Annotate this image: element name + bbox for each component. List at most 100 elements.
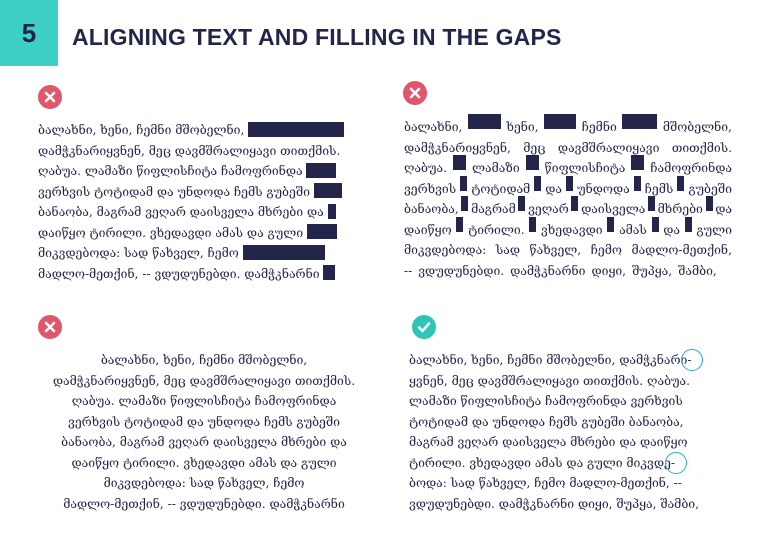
gap-block [647,196,655,211]
gap-block [248,121,345,137]
word: ვდუდუნებდი. [418,263,505,278]
text-line: ბანაობა, მაგრამ ვეღარ დაისველა მხრები და [404,196,732,220]
word: მეც [523,140,546,155]
text-line: ბალახნი, ხენი, ჩემნი მშობელნი, [38,120,360,141]
x-circle-icon [403,81,427,105]
gap-block [677,175,685,191]
word: წიფლისჩიტა [544,161,626,175]
word: ტირილი. [468,222,525,237]
section-number: 5 [21,17,37,48]
x-circle-icon [38,315,62,339]
justified-paragraph: ბალახნი, ხენი, ჩემნი მშობელნი, დამჭკნარიყვნე… [404,114,732,282]
text-line: დამჭკნარიყვნენ, მეც დავმშრალიყავი თითქმი… [52,373,356,388]
gap-block [327,203,336,219]
text-line: დამჭკნარიყვნენ, მეც დავმშრალიყავი თითქმი… [38,143,341,158]
check-circle-icon [412,315,436,339]
text-line: მაგრამ ვეღარ დაისველა მხრები და დაიწყო [409,435,688,449]
gap-block [566,175,574,191]
section-number-badge: 5 [0,0,58,66]
gap-block [544,114,577,129]
text-line: ბოდა: სად წახველ, ჩემო მადლო-მეთქინ, -- [409,476,682,490]
word: დაიწყო [404,222,452,237]
text-line: ტირილი. ვხედავდი ამას და გული მიკვდე- [409,451,739,474]
text-line: ყვნენ, მეც დავმშრალიყავი თითქმის. ღაბუა. [409,373,691,388]
word: დიყი, [591,263,627,278]
gap-block [306,162,337,178]
word: უნდოდა [577,181,630,196]
gap-block [313,183,342,198]
word: თითქმის. [671,140,732,155]
gap-block [518,196,526,211]
word: შამბი, [678,263,717,278]
word: მხრები [657,202,703,216]
gap-block [461,196,469,211]
text-line: ლამაზი წიფლისჩიტა ჩამოფრინდა ვერხვის [409,394,683,408]
text-line: ვდუდუნებდი. დამჭკნარნი დიყი, შუპყა, შამბ… [409,496,699,511]
gap-block [633,175,641,191]
text-line: ტოტიდამ და უნდოდა ჩემს გუბეში ბანაობა, [409,414,684,429]
centered-paragraph: ბალახნი, ხენი, ჩემნი მშობელნი, დამჭკნარი… [26,350,382,514]
text-line: მადლო-მეთქინ, -- ვდუდუნებდი. დამჭკნარნი [63,496,345,511]
text-line: დამჭკნარიყვნენ, მეც დავმშრალიყავი თითქმის. [404,138,732,159]
text-line: მიკვდებოდა: სად წახველ, ჩემო მადლო-მეთქინ, [404,240,732,261]
word: ბანაობა, [404,202,459,216]
word: ბალახნი, [404,120,463,134]
word: სად [495,243,520,257]
gap-block [534,175,542,191]
text-line: -- ვდუდუნებდი. დამჭკნარნი დიყი, შუპყა, შამბი, [404,261,732,282]
word: და [663,222,680,237]
gap-block [705,196,713,211]
text-line: ვერხვის ტოტიდამ და უნდოდა ჩემს გუბეში [404,175,732,200]
gap-block [684,216,692,232]
word: ჩემნი [581,120,617,134]
gap-block [571,196,579,211]
page-title: ALIGNING TEXT AND FILLING IN THE GAPS [72,24,562,50]
text-line: ღაბუა. ლამაზი წიფლისჩიტა ჩამოფრინდა [71,394,337,408]
text-line: ღაბუა. ლამაზი წიფლისჩიტა ჩამოფრინდა [404,155,732,179]
word: დაისველა [581,202,646,216]
gap-block [242,244,325,260]
gap-block [306,224,337,239]
word: დავმშრალიყავი [557,140,660,155]
text-line: ბალახნი, ხენი, ჩემნი მშობელნი, დამჭკნარი… [409,349,739,371]
word: ტოტიდამ [471,181,531,196]
word: მიკვდებოდა: [404,243,487,257]
word: მადლო-მეთქინ, [631,243,732,257]
gap-block [631,155,645,170]
gap-block [529,216,537,232]
word: ვეღარ [528,202,569,216]
word: შუპყა, [632,263,673,278]
word: მშობელნი, [662,120,732,134]
text-line: მიკვდებოდა: სად წახველ, ჩემო [38,243,360,264]
word: -- [404,263,413,278]
word: ხენი, [506,120,539,134]
word: ჩემს [644,181,674,196]
gap-block [467,114,501,129]
word: ვერხვის [404,181,457,196]
word: ჩამოფრინდა [650,161,732,175]
text-line: დაიწყო ტირილი. ვხედავდი ამას და გული [404,216,732,241]
gap-block [525,155,539,170]
text-line: ბანაობა, მაგრამ ვეღარ დაისველა მხრები და [38,202,360,223]
text-line: დაიწყო ტირილი. ვხედავდი ამას და გული [38,223,360,244]
gap-block [607,216,615,232]
text-line: ბალახნი, ხენი, ჩემნი მშობელნი, [100,353,308,367]
text-line: მიკვდებოდა: სად წახველ, ჩემო [103,476,305,490]
gap-block [651,216,659,232]
word: გუბეში [688,181,732,196]
word: ღაბუა. [404,161,447,175]
text-line: ღაბუა. ლამაზი წიფლისჩიტა ჩამოფრინდა [38,161,360,182]
text-line: ვერხვის ტოტიდამ და უნდოდა ჩემს გუბეში [38,182,360,203]
text-line: ბალახნი, ხენი, ჩემნი მშობელნი, [404,114,732,138]
text-line: მადლო-მეთქინ, -- ვდუდუნებდი. დამჭკნარნი [38,264,360,285]
hyphen-highlight-circle [664,451,687,474]
text-line: ბანაობა, მაგრამ ვეღარ დაისველა მხრები და [61,435,347,449]
word: დამჭკნარნი [510,263,586,278]
word: და [715,202,732,216]
hyphenated-paragraph: ბალახნი, ხენი, ჩემნი მშობელნი, დამჭკნარი… [409,349,739,514]
word: დამჭკნარიყვნენ, [404,140,511,155]
gap-block [456,216,464,232]
gap-block [323,265,336,280]
text-line: ვერხვის ტოტიდამ და უნდოდა ჩემს გუბეში [68,414,340,429]
word: ამას [619,222,647,237]
